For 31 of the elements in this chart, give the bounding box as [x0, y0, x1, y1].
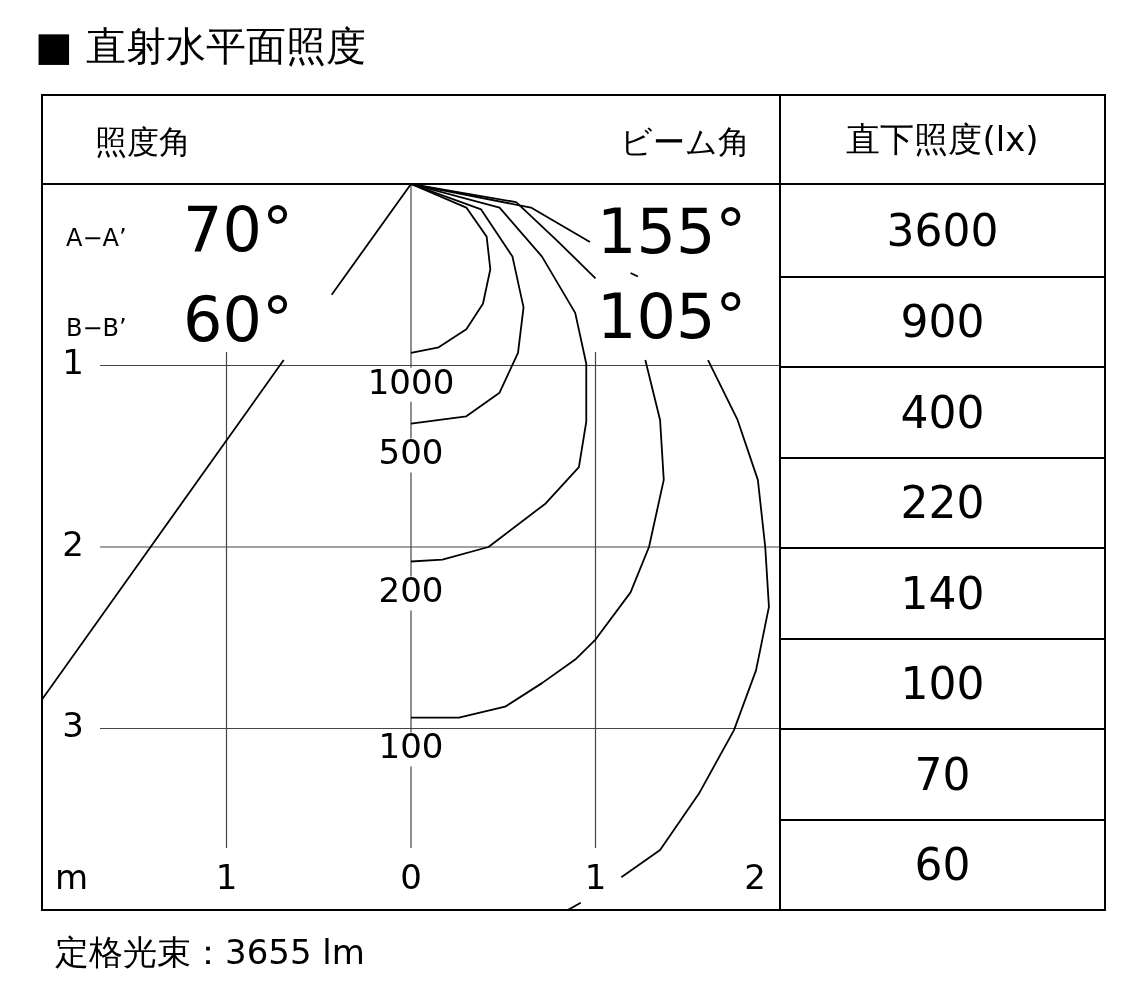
text: 直下照度(lx) [781, 96, 1104, 185]
text: 140 [781, 547, 1104, 638]
annotation: 105° [597, 280, 747, 354]
x-tick-label: 1 [215, 856, 238, 897]
x-tick-label: 2 [744, 856, 766, 897]
y-tick-label: 3 [62, 705, 84, 746]
x-tick-label: 1 [584, 856, 607, 897]
text: 照度角 [95, 123, 191, 162]
text: 60 [781, 818, 1104, 909]
annotation: 60° [183, 283, 293, 357]
chart-title: ■ 直射水平面照度 [35, 23, 366, 70]
text: ビーム角 [620, 123, 750, 162]
text: 70 [781, 728, 1104, 819]
text: 900 [781, 275, 1104, 366]
text: 100 [781, 637, 1104, 728]
series-label: 1000 [367, 361, 455, 402]
y-tick-label: 1 [62, 342, 84, 383]
annotation: 70° [183, 193, 293, 267]
series-label: 200 [378, 570, 444, 611]
annotation: B−B’ [66, 314, 127, 343]
text: 定格光束：3655 lm [55, 931, 365, 972]
y-tick-label: 2 [62, 523, 84, 564]
annotation: A−A’ [66, 224, 127, 253]
x-axis-title: m [55, 856, 89, 897]
series-label: 100 [378, 726, 444, 767]
text: 400 [781, 366, 1104, 457]
annotation: 155° [597, 195, 747, 269]
series-label: 500 [378, 432, 444, 473]
text: 220 [781, 456, 1104, 547]
text: 3600 [885, 203, 1000, 258]
x-tick-label: 0 [400, 856, 422, 897]
